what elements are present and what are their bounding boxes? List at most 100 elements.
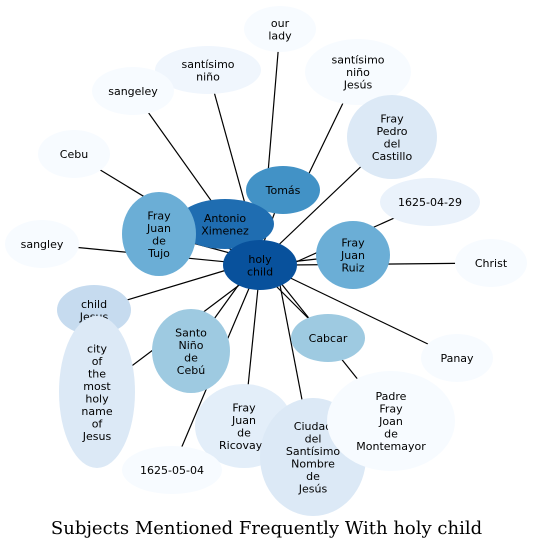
node-holy-child[interactable]: holy child	[223, 240, 297, 290]
node-sangeley-top-label-line: sangeley	[108, 85, 158, 98]
node-cebu-ellipse	[38, 130, 110, 178]
node-santisimo-nino-jesus-label-line: niño	[346, 66, 370, 79]
node-santo-nino-de-cebu[interactable]: Santo Niño de Cebú	[152, 309, 230, 393]
node-ciudad-del-santisimo-label-line: Nombre	[291, 457, 335, 470]
node-santisimo-nino-jesus-ellipse	[305, 39, 411, 105]
node-antonio-ximenez-ellipse	[176, 199, 274, 249]
node-cabcar-label: Cabcar	[309, 332, 348, 345]
node-panay-label: Panay	[440, 352, 474, 365]
node-fray-juan-ruiz[interactable]: Fray Juan Ruiz	[316, 221, 390, 289]
node-santisimo-nino-jesus[interactable]: santísimo niño Jesús	[305, 39, 411, 105]
node-padre-fray-joan-de-montemayor[interactable]: Padre Fray Joan de Montemayor	[327, 371, 455, 471]
node-our-lady-ellipse	[244, 6, 316, 52]
node-child-jesus-ellipse	[57, 285, 131, 335]
node-fray-juan-de-ricovayo-label-line: Ricovayo	[219, 439, 269, 452]
node-padre-fray-joan-de-montemayor-label: Padre Fray Joan de Montemayor	[356, 390, 426, 453]
node-city-of-the-most-holy-name-label-line: most	[83, 380, 111, 393]
node-panay-ellipse	[421, 334, 493, 382]
node-city-of-the-most-holy-name-label-line: city	[87, 342, 107, 355]
node-fray-pedro-del-castillo-label-line: del	[384, 137, 401, 150]
node-fray-juan-de-ricovayo-label-line: de	[237, 426, 251, 439]
node-antonio-ximenez[interactable]: Antonio Ximenez	[176, 199, 274, 249]
node-city-of-the-most-holy-name-label: city of the most holy name of Jesus	[81, 342, 112, 443]
node-fray-juan-ruiz-label: Fray Juan Ruiz	[340, 237, 365, 275]
node-fray-juan-de-tujo[interactable]: Fray Juan de Tujo	[122, 192, 196, 276]
node-santo-nino-de-cebu-ellipse	[152, 309, 230, 393]
node-cabcar[interactable]: Cabcar	[291, 314, 365, 362]
node-ciudad-del-santisimo-label-line: Santísimo	[286, 445, 341, 458]
node-fray-pedro-del-castillo-label-line: Castillo	[372, 150, 413, 163]
node-antonio-ximenez-label-line: Antonio	[204, 212, 247, 225]
node-fray-juan-ruiz-label-line: Fray	[341, 237, 365, 250]
node-fray-pedro-del-castillo[interactable]: Fray Pedro del Castillo	[347, 95, 437, 179]
node-cebu-label: Cebu	[60, 148, 88, 161]
node-date-1625-04-29[interactable]: 1625-04-29	[380, 178, 480, 226]
node-our-lady[interactable]: our lady	[244, 6, 316, 52]
node-santisimo-nino[interactable]: santísimo niño	[155, 46, 261, 94]
node-sangley-label-line: sangley	[21, 238, 64, 251]
node-holy-child-label: holy child	[247, 253, 273, 279]
node-fray-juan-ruiz-ellipse	[316, 221, 390, 289]
node-city-of-the-most-holy-name-label-line: of	[92, 417, 104, 430]
node-city-of-the-most-holy-name-label-line: Jesus	[82, 430, 112, 443]
node-fray-juan-de-tujo-label-line: Juan	[146, 222, 171, 235]
node-fray-pedro-del-castillo-ellipse	[347, 95, 437, 179]
node-date-1625-05-04-label: 1625-05-04	[140, 464, 204, 477]
node-fray-juan-de-ricovayo-label-line: Juan	[231, 414, 256, 427]
node-christ-label: Christ	[475, 257, 508, 270]
node-fray-pedro-del-castillo-label-line: Pedro	[376, 125, 407, 138]
node-padre-fray-joan-de-montemayor-label-line: Montemayor	[356, 440, 426, 453]
node-fray-juan-de-ricovayo-label: Fray Juan de Ricovayo	[219, 401, 269, 452]
node-sangley-label: sangley	[21, 238, 64, 251]
node-fray-juan-ruiz-label-line: Ruiz	[342, 262, 365, 275]
node-cebu-label-line: Cebu	[60, 148, 88, 161]
node-santo-nino-de-cebu-label-line: Cebú	[177, 364, 205, 377]
node-city-of-the-most-holy-name-label-line: of	[92, 355, 104, 368]
node-date-1625-05-04-label-line: 1625-05-04	[140, 464, 204, 477]
node-santo-nino-de-cebu-label: Santo Niño de Cebú	[175, 326, 207, 377]
node-fray-juan-ruiz-label-line: Juan	[340, 249, 365, 262]
node-fray-pedro-del-castillo-label: Fray Pedro del Castillo	[372, 112, 413, 163]
edge-panay	[279, 272, 458, 359]
node-sangeley-top[interactable]: sangeley	[92, 67, 174, 115]
node-ciudad-del-santisimo-label-line: del	[305, 432, 322, 445]
node-cabcar-ellipse	[291, 314, 365, 362]
node-padre-fray-joan-de-montemayor-label-line: Fray	[379, 403, 403, 416]
node-panay[interactable]: Panay	[421, 334, 493, 382]
node-tomas[interactable]: Tomás	[246, 166, 320, 214]
node-date-1625-04-29-label: 1625-04-29	[398, 196, 462, 209]
node-santisimo-nino-jesus-label-line: Jesús	[343, 79, 373, 92]
node-santo-nino-de-cebu-label-line: de	[184, 351, 198, 364]
node-padre-fray-joan-de-montemayor-label-line: de	[384, 428, 398, 441]
node-city-of-the-most-holy-name[interactable]: city of the most holy name of Jesus	[59, 316, 135, 468]
node-tomas-ellipse	[246, 166, 320, 214]
node-tomas-label: Tomás	[265, 184, 301, 197]
node-antonio-ximenez-label-line: Ximenez	[201, 224, 249, 237]
node-fray-juan-de-tujo-label-line: Fray	[147, 209, 171, 222]
edge-our-lady	[267, 28, 281, 174]
node-fray-juan-de-tujo-label-line: de	[152, 234, 166, 247]
node-date-1625-04-29-ellipse	[380, 178, 480, 226]
node-ciudad-del-santisimo-label-line: Ciudad	[294, 420, 332, 433]
node-padre-fray-joan-de-montemayor-label-line: Padre	[376, 390, 407, 403]
node-fray-pedro-del-castillo-label-line: Fray	[380, 112, 404, 125]
node-fray-juan-de-tujo-ellipse	[122, 192, 196, 276]
node-cabcar-label-line: Cabcar	[309, 332, 348, 345]
node-our-lady-label: our lady	[268, 17, 292, 43]
node-antonio-ximenez-label: Antonio Ximenez	[201, 212, 249, 238]
node-our-lady-label-line: lady	[268, 29, 292, 42]
node-holy-child-label-line: child	[247, 265, 273, 278]
node-sangley[interactable]: sangley	[5, 220, 79, 268]
node-santisimo-nino-ellipse	[155, 46, 261, 94]
node-tomas-label-line: Tomás	[265, 184, 301, 197]
node-city-of-the-most-holy-name-label-line: the	[88, 367, 106, 380]
node-ciudad-del-santisimo-label-line: de	[306, 470, 320, 483]
node-santisimo-nino-label-line: santísimo	[181, 58, 234, 71]
node-christ[interactable]: Christ	[455, 239, 527, 287]
node-date-1625-05-04[interactable]: 1625-05-04	[122, 446, 222, 494]
node-cebu[interactable]: Cebu	[38, 130, 110, 178]
node-santisimo-nino-jesus-label-line: santísimo	[331, 54, 384, 67]
node-city-of-the-most-holy-name-label-line: name	[81, 405, 112, 418]
